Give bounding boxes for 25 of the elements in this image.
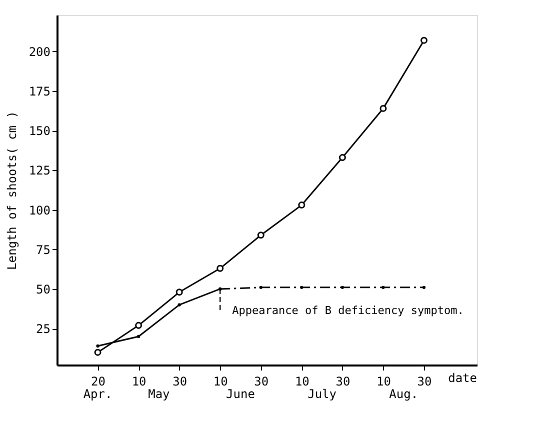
y-tick-label: 75: [36, 242, 50, 257]
x-axis-title: date: [448, 371, 477, 385]
x-tick-label: 10: [213, 374, 228, 388]
y-tick-label: 50: [36, 282, 50, 296]
x-tick-label: 30: [336, 374, 350, 388]
y-tick-label: 150: [28, 124, 50, 138]
x-tick-label: 30: [254, 374, 269, 388]
x-tick-label: 30: [172, 374, 188, 388]
y-tick-label: 175: [28, 84, 50, 99]
text: July: [308, 387, 336, 401]
x-tick-label: 20: [91, 374, 106, 388]
text: May: [148, 387, 170, 401]
text: Aug.: [389, 387, 418, 401]
x-tick-label: 10: [132, 374, 146, 388]
y-axis-title: Length of shoots( cm ): [4, 111, 19, 270]
y-tick-label: 25: [36, 322, 50, 336]
y-tick-label: 200: [28, 44, 50, 59]
text: June: [226, 387, 255, 401]
x-tick-label: 10: [376, 374, 391, 388]
x-tick-label: 30: [417, 374, 432, 388]
y-tick-label: 125: [28, 164, 50, 178]
text: Apr.: [83, 387, 112, 401]
annotation: Appearance of B deficiency symptom.: [232, 304, 464, 317]
y-tick-label: 100: [28, 203, 50, 218]
x-tick-label: 10: [294, 374, 310, 388]
